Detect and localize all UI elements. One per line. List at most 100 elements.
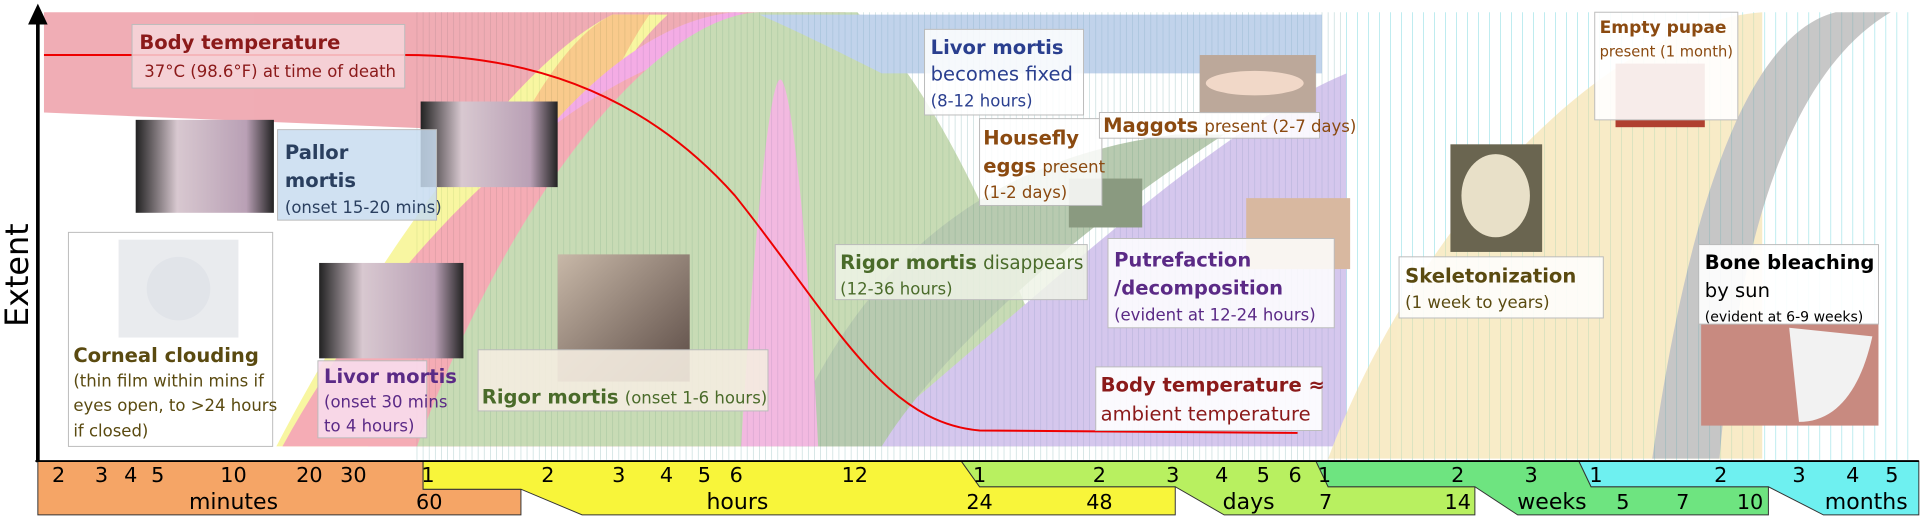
tick-label: 2 — [1093, 463, 1106, 487]
putrefaction-area — [857, 73, 1347, 447]
label-title: Body temperature ≈ — [1101, 373, 1325, 396]
label-title: Maggots — [1103, 114, 1198, 137]
tick-label: 3 — [1166, 463, 1179, 487]
label-box — [979, 118, 1103, 206]
label-detail: (onset 30 mins — [324, 392, 447, 411]
label-text: becomes fixed — [931, 63, 1073, 86]
label-title: Livor mortis — [324, 365, 457, 388]
label-box — [1398, 256, 1604, 319]
label-title: Housefly — [983, 126, 1079, 149]
y-axis-arrow — [28, 3, 48, 25]
label: Rigor mortis (onset 1-6 hours) — [482, 386, 767, 409]
label-box — [477, 349, 769, 412]
unit-label: weeks — [1517, 490, 1586, 515]
label-text: present (1 month) — [1600, 43, 1733, 60]
tick-label: 4 — [124, 463, 137, 487]
tick-label: 5 — [1257, 463, 1270, 487]
tick-label: 3 — [612, 463, 625, 487]
label-box — [1098, 112, 1321, 139]
label-detail: (8-12 hours) — [931, 91, 1033, 110]
tick-label: 60 — [416, 490, 442, 514]
label-title: Livor mortis — [931, 36, 1064, 59]
unit-label: minutes — [189, 490, 278, 515]
tick-label: 7 — [1319, 490, 1332, 514]
tick-label: 14 — [1445, 490, 1471, 514]
tick-label: 1 — [973, 463, 986, 487]
label-box — [924, 28, 1085, 116]
tick-label: 48 — [1086, 490, 1112, 514]
tick-label: 4 — [660, 463, 673, 487]
label-text: disappears — [983, 253, 1083, 274]
tick-label: 1 — [1318, 463, 1331, 487]
label-detail: 37°C (98.6°F) at time of death — [144, 62, 396, 81]
label-box — [1698, 244, 1879, 325]
label-detail: (evident at 12-24 hours) — [1114, 305, 1316, 324]
unit-label: hours — [706, 490, 768, 515]
label-title: /decomposition — [1114, 277, 1283, 300]
tick-label: 5 — [1616, 490, 1629, 514]
label-detail: (thin film within mins if — [73, 371, 265, 390]
tick-label: 5 — [151, 463, 164, 487]
tick-label: 4 — [1215, 463, 1228, 487]
tick-label: 3 — [1792, 463, 1805, 487]
label-box — [1095, 366, 1323, 431]
label-box — [834, 244, 1088, 301]
label-title: Rigor mortis — [482, 386, 619, 409]
tick-label: 12 — [842, 463, 868, 487]
label-box — [277, 129, 438, 221]
tick-label: 5 — [1885, 463, 1898, 487]
label-title: Skeletonization — [1405, 265, 1576, 288]
tick-label: 4 — [1846, 463, 1859, 487]
label-detail: if closed) — [73, 422, 148, 441]
label: eggs present — [983, 154, 1105, 177]
label-box — [1107, 237, 1335, 329]
tick-label: 6 — [730, 463, 743, 487]
label-title: Bone bleaching — [1705, 251, 1875, 274]
photo-bone-shape — [1789, 327, 1873, 422]
photo-livor — [319, 262, 464, 359]
label-detail: (evident at 6-9 weeks) — [1705, 310, 1863, 326]
label-detail: eyes open, to >24 hours — [73, 396, 277, 415]
label-box — [317, 360, 428, 439]
photo-pallor — [135, 119, 274, 213]
body-temp-curve — [43, 54, 1298, 434]
label-detail: (onset 1-6 hours) — [625, 389, 767, 408]
label-box — [1594, 11, 1739, 121]
label-detail: (1 week to years) — [1405, 293, 1549, 312]
label: Rigor mortis disappears — [840, 251, 1083, 274]
tick-label: 10 — [1737, 490, 1763, 514]
label-title: Pallor — [285, 141, 349, 164]
tick-label: 30 — [340, 463, 366, 487]
label-text: by sun — [1705, 279, 1770, 302]
label-detail: (onset 15-20 mins) — [285, 198, 442, 217]
tick-label: 1 — [421, 463, 434, 487]
tick-label: 3 — [95, 463, 108, 487]
tick-label: 6 — [1288, 463, 1301, 487]
label-title: mortis — [285, 169, 356, 192]
tick-label: 7 — [1676, 490, 1689, 514]
tick-label: 3 — [1525, 463, 1538, 487]
tick-label: 20 — [296, 463, 322, 487]
label-title: eggs — [983, 154, 1036, 177]
y-axis-label: Extent — [0, 223, 36, 327]
tick-label: 1 — [1589, 463, 1602, 487]
unit-label: months — [1825, 490, 1908, 515]
label-title: Empty pupae — [1600, 18, 1727, 38]
photo-maggot-body — [1205, 70, 1304, 96]
label-detail: to 4 hours) — [324, 417, 414, 436]
label-text: present (2-7 days) — [1204, 117, 1356, 136]
label-title: Body temperature — [139, 31, 340, 54]
tick-label: 2 — [1451, 463, 1464, 487]
tick-label: 2 — [1714, 463, 1727, 487]
label: Maggots present (2-7 days) — [1103, 114, 1356, 137]
label-text: present — [1042, 157, 1105, 176]
label-box — [67, 231, 274, 447]
label-box — [131, 23, 406, 89]
photo-livor-early — [420, 101, 558, 188]
photo-skull-shape — [1461, 154, 1530, 238]
label-text: ambient temperature — [1101, 403, 1311, 426]
label-title: Putrefaction — [1114, 249, 1251, 272]
tick-label: 5 — [698, 463, 711, 487]
